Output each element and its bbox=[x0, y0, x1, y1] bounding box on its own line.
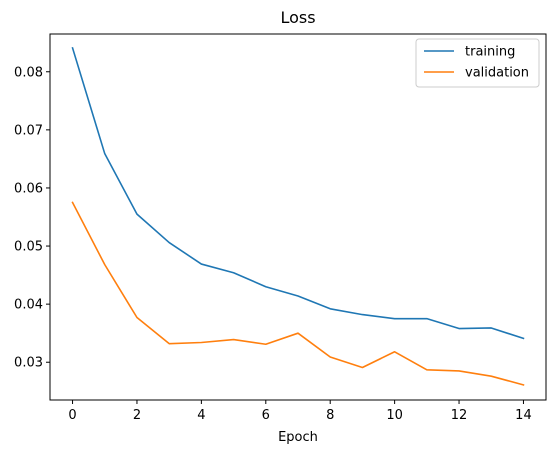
y-tick-label: 0.07 bbox=[14, 123, 43, 138]
x-tick-label: 8 bbox=[326, 408, 334, 423]
legend-label-training: training bbox=[465, 45, 515, 60]
y-tick-label: 0.04 bbox=[14, 298, 43, 313]
x-tick-label: 14 bbox=[515, 408, 532, 423]
x-tick-label: 6 bbox=[262, 408, 270, 423]
plot-frame bbox=[49, 33, 547, 401]
x-tick-label: 12 bbox=[451, 408, 468, 423]
x-axis: 0 2 4 6 8 10 12 14 bbox=[68, 400, 532, 423]
x-tick-label: 10 bbox=[386, 408, 403, 423]
x-tick-label: 2 bbox=[133, 408, 141, 423]
series-line-training bbox=[71, 46, 525, 340]
y-axis: 0.03 0.04 0.05 0.06 0.07 0.08 bbox=[14, 65, 50, 371]
y-tick-label: 0.06 bbox=[14, 181, 43, 196]
legend: training validation bbox=[415, 38, 540, 88]
y-tick-label: 0.03 bbox=[14, 356, 43, 371]
x-tick-label: 4 bbox=[197, 408, 205, 423]
x-axis-label: Epoch bbox=[278, 430, 318, 445]
chart-title: Loss bbox=[280, 8, 315, 27]
x-tick-label: 0 bbox=[68, 408, 76, 423]
y-tick-label: 0.08 bbox=[14, 65, 43, 80]
series-layer bbox=[71, 46, 525, 386]
series-line-validation bbox=[71, 201, 525, 386]
y-tick-label: 0.05 bbox=[14, 240, 43, 255]
legend-label-validation: validation bbox=[465, 66, 529, 81]
